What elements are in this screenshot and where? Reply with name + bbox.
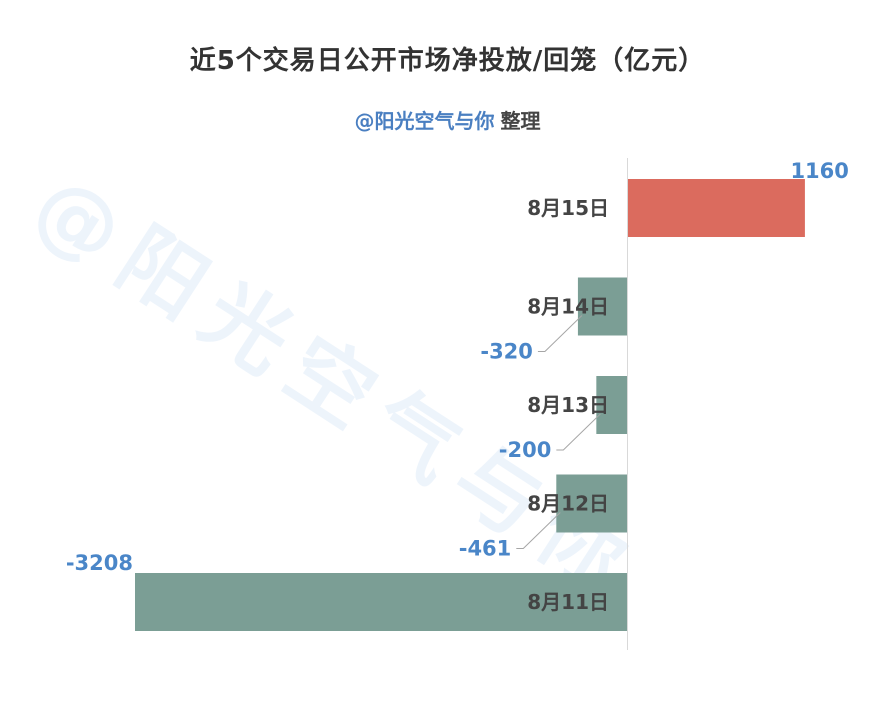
subtitle-credit: @阳光空气与你 (354, 109, 495, 133)
category-label: 8月11日 (527, 590, 609, 614)
bar-5 (135, 573, 627, 631)
bar-4 (556, 474, 627, 533)
leader-line (516, 512, 561, 549)
category-label: 8月15日 (527, 196, 609, 220)
chart-subtitle: @阳光空气与你 整理 (0, 105, 895, 134)
bar-3 (596, 376, 627, 434)
category-label: 8月14日 (527, 295, 609, 319)
leader-line (537, 315, 583, 352)
value-label: -320 (480, 340, 533, 364)
value-label: -461 (459, 537, 512, 561)
leader-line (556, 413, 601, 451)
category-label: 8月12日 (527, 492, 609, 516)
subtitle-suffix: 整理 (500, 109, 541, 133)
value-label: -200 (499, 438, 552, 462)
value-label: 1160 (790, 159, 848, 183)
chart-title: 近5个交易日公开市场净投放/回笼（亿元） (189, 46, 706, 76)
value-label: -3208 (66, 551, 133, 575)
category-label: 8月13日 (527, 393, 609, 417)
bar-1 (627, 179, 805, 237)
bar-2 (577, 277, 627, 336)
